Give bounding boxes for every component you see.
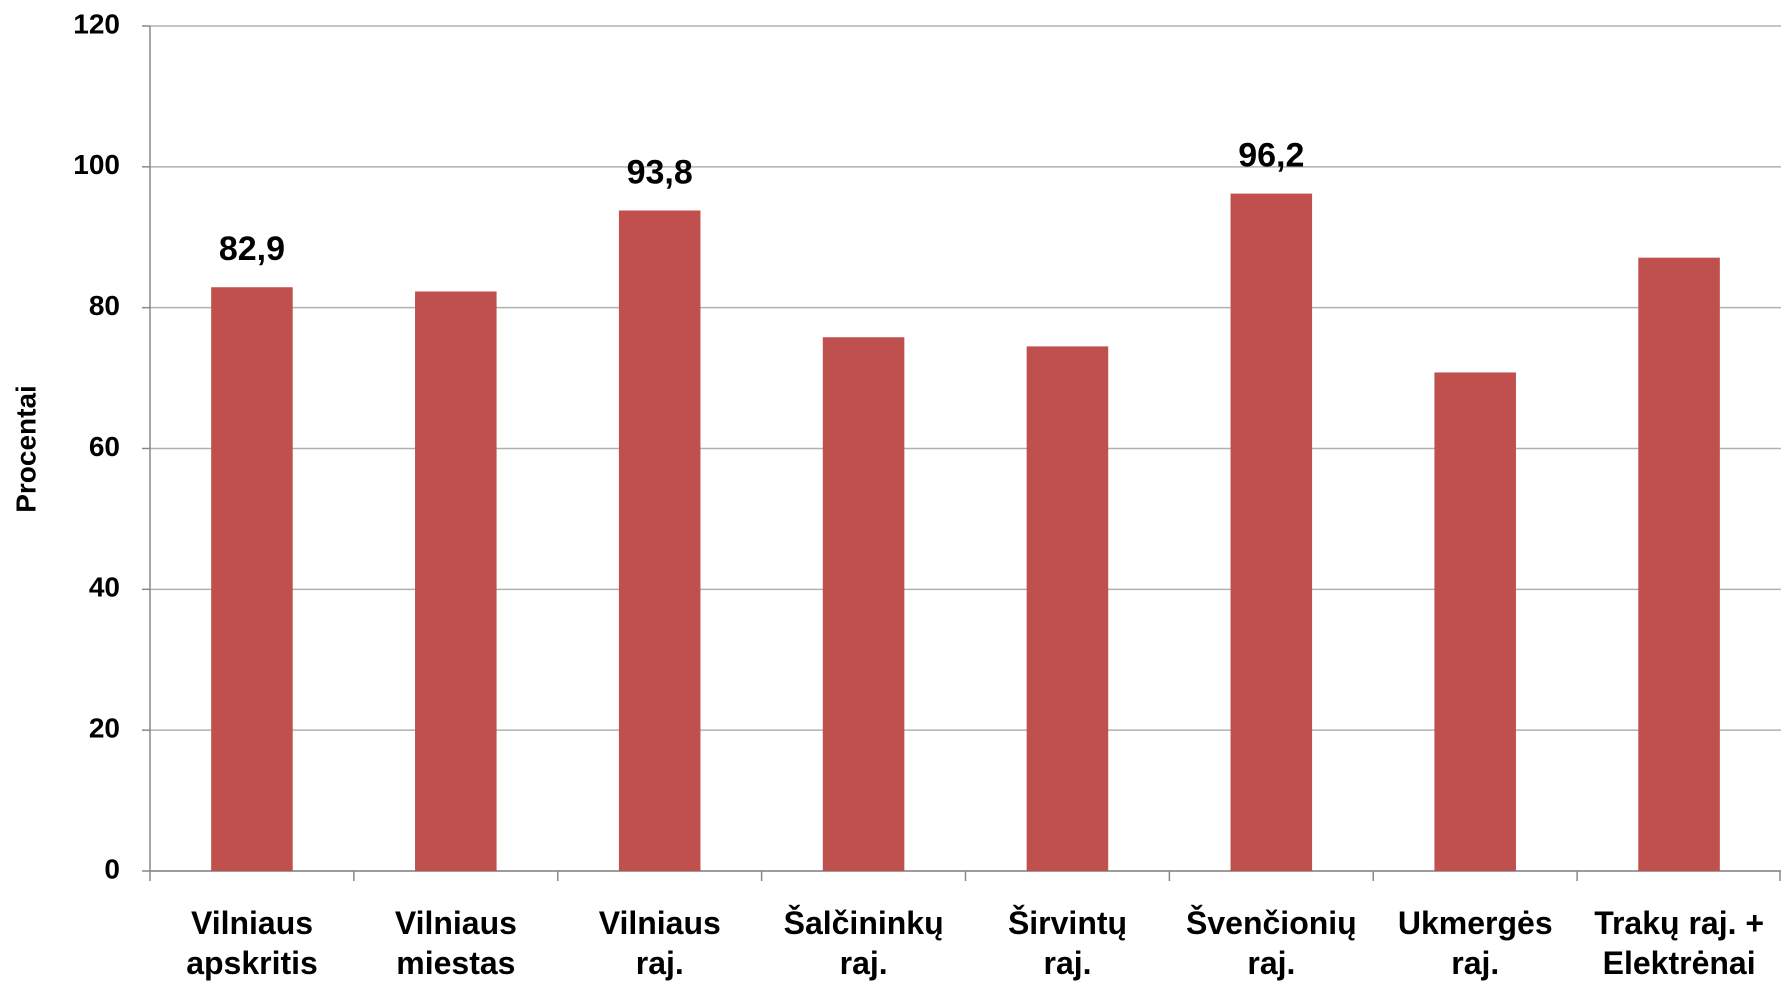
y-axis-title: Procentai [10, 385, 41, 513]
data-label: 96,2 [1238, 137, 1304, 175]
bar [1638, 257, 1720, 871]
bar [415, 291, 497, 871]
data-label: 82,9 [219, 230, 285, 268]
bar [1434, 372, 1516, 871]
y-tick-label: 0 [104, 853, 120, 884]
x-tick-label: Vilniaus raj. [598, 905, 721, 981]
data-label: 93,8 [627, 153, 693, 191]
x-tick-label: Šalčininkų raj. [783, 905, 944, 981]
bar [1026, 346, 1109, 871]
y-tick-label: 60 [89, 431, 120, 462]
bar [618, 210, 701, 871]
x-tick-label: Ukmergės raj. [1397, 905, 1553, 981]
bar [1230, 193, 1313, 871]
y-tick-label: 120 [73, 8, 120, 39]
y-tick-label: 80 [89, 290, 120, 321]
x-tick-label: Vilniaus miestas [394, 905, 517, 981]
x-tick-label: Vilniaus apskritis [186, 905, 318, 981]
y-tick-label: 100 [73, 149, 120, 180]
x-tick-label: Trakų raj. + Elektrėnai [1594, 905, 1765, 981]
y-tick-label: 40 [89, 572, 120, 603]
x-tick-label: Širvintų raj. [1007, 905, 1128, 981]
y-tick-label: 20 [89, 713, 120, 744]
bar [822, 337, 905, 871]
bar [211, 287, 293, 871]
x-tick-label: Švenčionių raj. [1186, 905, 1357, 981]
